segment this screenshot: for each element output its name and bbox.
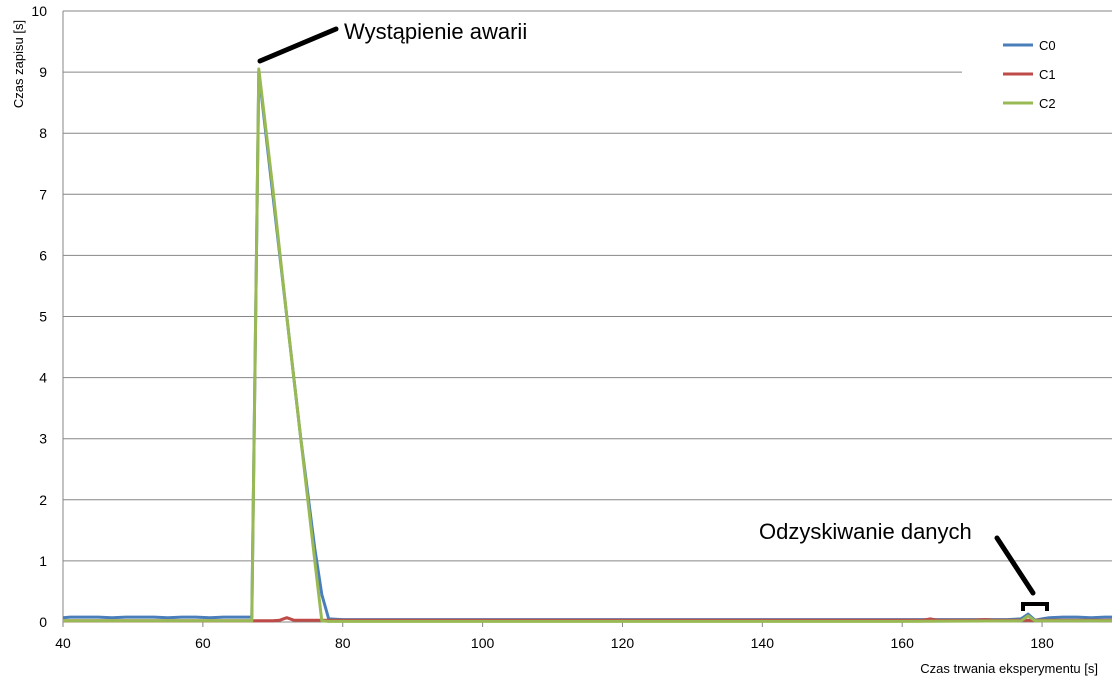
- series-line-c2: [63, 67, 1112, 623]
- x-tick-labels: 40 60 80 100 120 140 160 180: [55, 622, 1054, 651]
- y-tick-label: 4: [39, 370, 47, 386]
- y-tick-label: 1: [39, 553, 47, 569]
- x-tick-label: 180: [1030, 635, 1054, 651]
- x-tick-label: 120: [611, 635, 635, 651]
- y-tick-label: 10: [31, 3, 47, 19]
- y-tick-label: 8: [39, 125, 47, 141]
- annotation-recovery: Odzyskiwanie danych: [759, 519, 972, 544]
- annotations: Wystąpienie awarii Odzyskiwanie danych: [257, 19, 1049, 611]
- annotation-bracket-recovery: [1021, 602, 1049, 611]
- annotation-arrow-recovery: [994, 535, 1036, 596]
- x-tick-label: 60: [195, 635, 211, 651]
- y-tick-label: 5: [39, 309, 47, 325]
- x-tick-label: 40: [55, 635, 71, 651]
- legend-label-c2: C2: [1039, 96, 1056, 111]
- x-tick-label: 140: [751, 635, 775, 651]
- series-lines: [62, 67, 1112, 623]
- legend-background: [962, 33, 1112, 117]
- y-tick-label: 3: [39, 431, 47, 447]
- y-tick-label: 6: [39, 247, 47, 263]
- x-tick-label: 100: [471, 635, 495, 651]
- legend-label-c0: C0: [1039, 38, 1056, 53]
- y-axis-label: Czas zapisu [s]: [11, 20, 26, 108]
- y-tick-label: 2: [39, 492, 47, 508]
- annotation-arrow-failure: [257, 26, 339, 64]
- x-tick-label: 80: [335, 635, 351, 651]
- x-axis-label: Czas trwania eksperymentu [s]: [920, 661, 1098, 676]
- legend: C0 C1 C2: [962, 33, 1112, 117]
- annotation-failure: Wystąpienie awarii: [344, 19, 527, 44]
- y-tick-label: 9: [39, 64, 47, 80]
- x-tick-label: 160: [891, 635, 915, 651]
- y-tick-label: 0: [39, 614, 47, 630]
- y-tick-labels: 0 1 2 3 4 5 6 7 8 9 10: [31, 3, 47, 630]
- gridlines: [63, 10, 1112, 562]
- y-tick-label: 7: [39, 186, 47, 202]
- legend-label-c1: C1: [1039, 67, 1056, 82]
